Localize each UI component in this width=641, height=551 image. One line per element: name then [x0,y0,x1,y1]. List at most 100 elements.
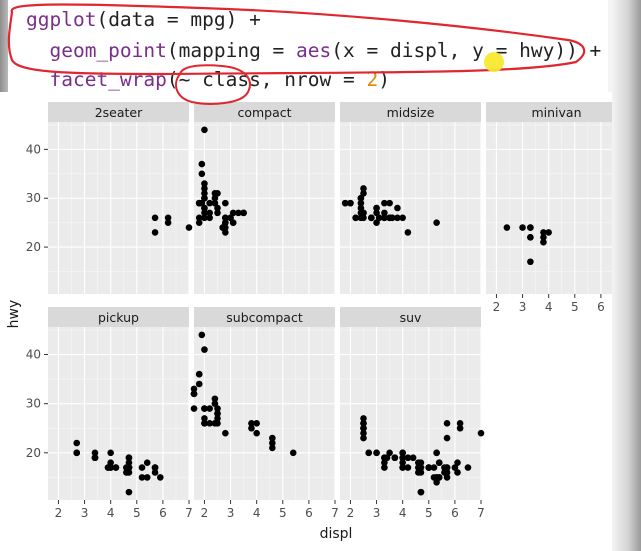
x-tick-label: 6 [159,506,167,520]
x-tick-label: 3 [373,506,381,520]
data-point [373,204,380,212]
x-tick-label: 4 [107,506,115,520]
data-point [357,199,365,207]
data-point [201,415,208,422]
x-axis-title: displ [320,526,353,542]
data-point [404,454,412,462]
facet-strip [340,102,481,122]
y-tick-label: 40 [26,348,41,362]
x-tick-label: 4 [399,506,407,520]
data-point [383,454,391,462]
data-point [229,219,237,226]
data-point [211,400,219,407]
x-tick-label: 2 [55,506,63,520]
data-point [357,194,365,202]
x-tick-label: 7 [331,506,339,520]
x-tick-label: 5 [133,506,141,520]
data-point [151,469,159,476]
data-point [443,434,451,442]
facet-strip [486,102,612,122]
data-point [73,439,81,447]
data-point [386,449,393,457]
data-point [198,170,206,178]
data-point [91,454,99,462]
x-tick-label: 6 [451,506,459,520]
y-tick-label: 20 [26,240,41,254]
facet-strip [48,307,189,327]
facet-strip-label: suv [400,310,422,325]
data-point [394,214,401,222]
data-point [211,199,219,207]
data-point [430,464,438,471]
data-point [214,209,221,217]
data-point [206,199,213,207]
data-point [464,464,472,471]
data-point [206,405,213,412]
data-point [195,219,203,226]
y-tick-label: 20 [26,446,41,460]
data-point [164,219,172,226]
data-point [360,209,367,217]
code-block: ggplot(data = mpg) + geom_point(mapping … [8,0,608,100]
data-point [201,190,208,197]
data-point [195,380,203,388]
data-point [195,214,203,222]
data-point [269,439,276,447]
x-tick-label: 7 [185,506,193,520]
data-point [214,204,221,212]
data-point [443,420,451,427]
data-point [352,214,359,222]
data-point [540,234,547,241]
data-point [201,405,208,412]
data-point [151,229,159,236]
x-tick-label: 4 [545,300,553,314]
data-point [360,424,367,432]
data-point [454,469,461,476]
data-point [222,219,229,226]
data-point [425,464,433,471]
code-token: (x = displ, y = hwy)) + [331,39,602,62]
facet-strip [194,102,335,122]
data-point [415,464,422,471]
code-token: facet_wrap [49,68,167,91]
data-point [417,459,425,466]
data-point [253,420,260,427]
data-point [123,469,130,476]
data-point [441,469,448,476]
data-point [360,190,367,197]
data-point [443,474,451,481]
data-point [198,331,206,339]
data-point [201,185,208,192]
data-point [190,390,198,398]
data-point [381,214,388,222]
data-point [404,464,412,471]
data-point [404,229,412,236]
data-point [540,229,547,236]
data-point [399,449,406,457]
data-point [347,199,354,207]
facet-strip [340,307,481,327]
code-token: (mapping = [166,39,297,62]
data-point [201,204,208,212]
data-point [527,234,534,241]
data-point [112,464,120,471]
data-point [138,474,146,481]
code-token [26,68,49,91]
data-point [373,219,380,226]
code-token: (~ class, nrow = [166,68,367,91]
data-point [456,420,464,427]
data-point [373,449,380,457]
data-point [214,415,221,422]
data-point [269,434,276,442]
data-point [201,209,208,217]
data-point [435,459,443,466]
data-point [248,420,255,427]
data-point [214,410,221,417]
data-point [214,190,221,197]
data-point [399,454,406,462]
data-point [240,209,247,217]
data-point [519,224,526,231]
data-point [503,224,511,231]
data-point [235,209,242,217]
